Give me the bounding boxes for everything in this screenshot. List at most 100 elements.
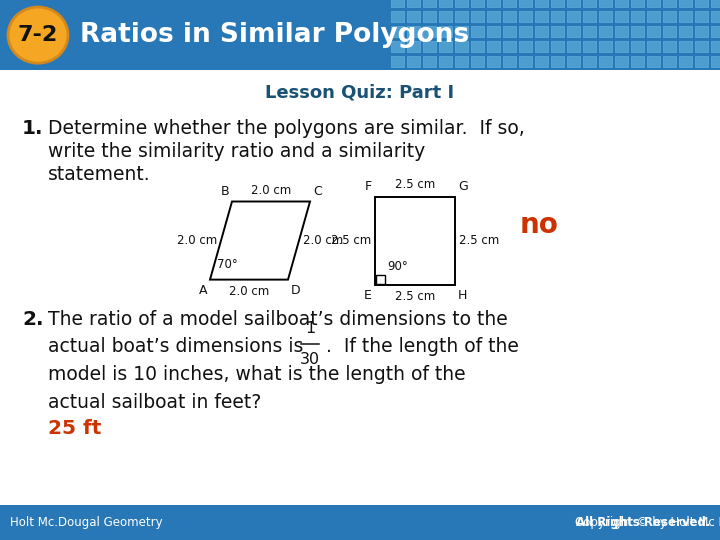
FancyBboxPatch shape (711, 26, 720, 37)
FancyBboxPatch shape (439, 0, 452, 7)
Text: 2.5 cm: 2.5 cm (395, 289, 435, 302)
FancyBboxPatch shape (423, 41, 436, 52)
FancyBboxPatch shape (647, 11, 660, 22)
FancyBboxPatch shape (663, 56, 676, 67)
Text: 2.5 cm: 2.5 cm (395, 179, 435, 192)
FancyBboxPatch shape (455, 26, 468, 37)
FancyBboxPatch shape (503, 41, 516, 52)
Text: D: D (291, 284, 301, 296)
FancyBboxPatch shape (599, 0, 612, 7)
FancyBboxPatch shape (615, 11, 628, 22)
FancyBboxPatch shape (663, 0, 676, 7)
FancyBboxPatch shape (647, 26, 660, 37)
FancyBboxPatch shape (535, 41, 548, 52)
FancyBboxPatch shape (615, 56, 628, 67)
FancyBboxPatch shape (487, 26, 500, 37)
FancyBboxPatch shape (503, 11, 516, 22)
FancyBboxPatch shape (407, 41, 420, 52)
Text: 1: 1 (305, 321, 315, 336)
Text: statement.: statement. (48, 165, 150, 185)
Bar (376, 275, 385, 284)
Text: 30: 30 (300, 352, 320, 367)
FancyBboxPatch shape (487, 41, 500, 52)
FancyBboxPatch shape (599, 56, 612, 67)
FancyBboxPatch shape (695, 26, 708, 37)
FancyBboxPatch shape (471, 56, 484, 67)
FancyBboxPatch shape (439, 26, 452, 37)
FancyBboxPatch shape (407, 11, 420, 22)
FancyBboxPatch shape (487, 0, 500, 7)
FancyBboxPatch shape (519, 26, 532, 37)
FancyBboxPatch shape (567, 11, 580, 22)
Text: 2.0 cm: 2.0 cm (251, 184, 291, 197)
Text: 2.0 cm: 2.0 cm (176, 234, 217, 247)
FancyBboxPatch shape (423, 26, 436, 37)
FancyBboxPatch shape (663, 41, 676, 52)
FancyBboxPatch shape (695, 0, 708, 7)
FancyBboxPatch shape (535, 56, 548, 67)
FancyBboxPatch shape (551, 11, 564, 22)
Text: Lesson Quiz: Part I: Lesson Quiz: Part I (266, 83, 454, 102)
FancyBboxPatch shape (471, 26, 484, 37)
FancyBboxPatch shape (631, 11, 644, 22)
Text: 2.0 cm: 2.0 cm (229, 285, 269, 298)
FancyBboxPatch shape (679, 41, 692, 52)
FancyBboxPatch shape (519, 0, 532, 7)
FancyBboxPatch shape (567, 56, 580, 67)
FancyBboxPatch shape (679, 11, 692, 22)
FancyBboxPatch shape (583, 26, 596, 37)
Text: 1.: 1. (22, 119, 43, 138)
Text: Copyright © by Holt Mc Dougal.: Copyright © by Holt Mc Dougal. (575, 516, 720, 529)
Text: 25 ft: 25 ft (48, 419, 102, 438)
Text: G: G (458, 179, 468, 192)
FancyBboxPatch shape (535, 11, 548, 22)
FancyBboxPatch shape (615, 26, 628, 37)
FancyBboxPatch shape (599, 11, 612, 22)
FancyBboxPatch shape (615, 41, 628, 52)
FancyBboxPatch shape (567, 0, 580, 7)
Text: 90°: 90° (387, 260, 408, 273)
FancyBboxPatch shape (423, 0, 436, 7)
FancyBboxPatch shape (503, 26, 516, 37)
FancyBboxPatch shape (455, 11, 468, 22)
Text: Ratios in Similar Polygons: Ratios in Similar Polygons (80, 22, 469, 48)
FancyBboxPatch shape (583, 0, 596, 7)
FancyBboxPatch shape (407, 0, 420, 7)
FancyBboxPatch shape (583, 11, 596, 22)
Text: The ratio of a model sailboat’s dimensions to the: The ratio of a model sailboat’s dimensio… (48, 309, 508, 329)
FancyBboxPatch shape (423, 56, 436, 67)
Text: 2.5 cm: 2.5 cm (330, 234, 371, 247)
FancyBboxPatch shape (423, 11, 436, 22)
FancyBboxPatch shape (631, 26, 644, 37)
FancyBboxPatch shape (631, 0, 644, 7)
FancyBboxPatch shape (631, 56, 644, 67)
FancyBboxPatch shape (695, 56, 708, 67)
FancyBboxPatch shape (503, 0, 516, 7)
FancyBboxPatch shape (711, 41, 720, 52)
Text: C: C (313, 185, 322, 198)
FancyBboxPatch shape (599, 41, 612, 52)
Text: All Rights Reserved.: All Rights Reserved. (575, 516, 710, 529)
FancyBboxPatch shape (663, 11, 676, 22)
FancyBboxPatch shape (519, 41, 532, 52)
FancyBboxPatch shape (647, 0, 660, 7)
FancyBboxPatch shape (583, 41, 596, 52)
Text: 2.5 cm: 2.5 cm (459, 234, 499, 247)
FancyBboxPatch shape (439, 11, 452, 22)
FancyBboxPatch shape (711, 0, 720, 7)
FancyBboxPatch shape (647, 41, 660, 52)
FancyBboxPatch shape (679, 0, 692, 7)
FancyBboxPatch shape (695, 41, 708, 52)
FancyBboxPatch shape (391, 26, 404, 37)
Text: H: H (458, 288, 467, 302)
FancyBboxPatch shape (695, 11, 708, 22)
FancyBboxPatch shape (711, 11, 720, 22)
Text: 2.0 cm: 2.0 cm (303, 234, 343, 247)
FancyBboxPatch shape (407, 26, 420, 37)
FancyBboxPatch shape (567, 26, 580, 37)
FancyBboxPatch shape (647, 56, 660, 67)
Text: .  If the length of the: . If the length of the (326, 336, 519, 356)
Text: B: B (220, 185, 229, 198)
FancyBboxPatch shape (391, 0, 404, 7)
FancyBboxPatch shape (471, 0, 484, 7)
